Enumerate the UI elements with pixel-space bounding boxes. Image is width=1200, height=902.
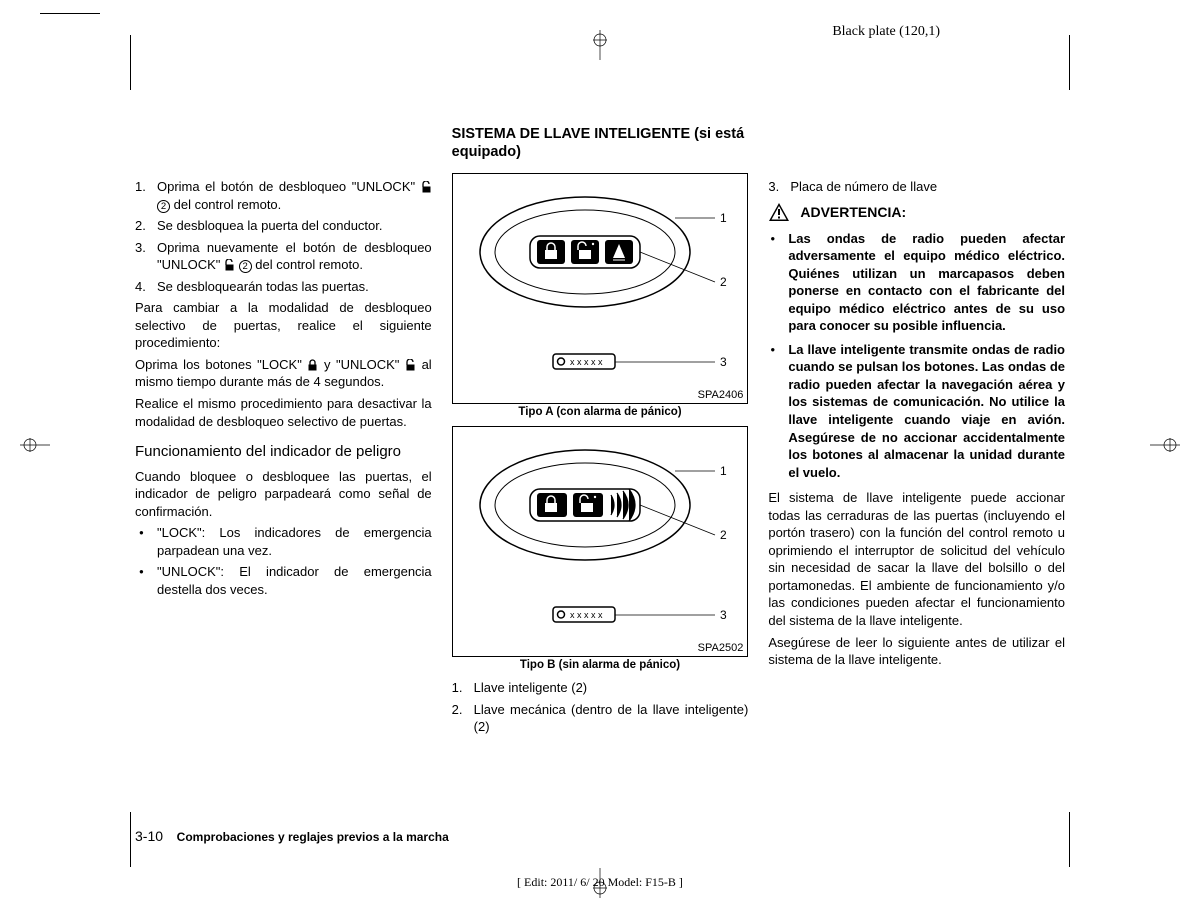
column-center: SISTEMA DE LLAVE INTELIGENTE (si está eq… bbox=[452, 125, 749, 825]
unlock-icon bbox=[224, 259, 235, 271]
crop-mark bbox=[130, 35, 131, 90]
page-number: 3-10 bbox=[135, 828, 163, 844]
lock-icon bbox=[307, 359, 318, 371]
figure-b: x x x x x 1 2 3 SPA2502 bbox=[452, 426, 749, 657]
list-item: 2. Se desbloquea la puerta del conductor… bbox=[135, 217, 432, 235]
keyfob-type-b-icon: x x x x x 1 2 3 bbox=[465, 435, 735, 640]
column-right: 3.Placa de número de llave ADVERTENCIA: … bbox=[768, 125, 1065, 825]
column-left: 1. Oprima el botón de desbloqueo "UNLOCK… bbox=[135, 125, 432, 825]
circled-2-icon: 2 bbox=[239, 260, 252, 273]
paragraph: Para cambiar a la modalidad de desbloque… bbox=[135, 299, 432, 352]
svg-text:3: 3 bbox=[720, 608, 727, 622]
figure-code: SPA2502 bbox=[453, 642, 748, 656]
plate-label: Black plate (120,1) bbox=[832, 24, 940, 40]
keyfob-type-a-icon: x x x x x 1 2 3 bbox=[465, 182, 735, 387]
section-title: Comprobaciones y reglajes previos a la m… bbox=[177, 830, 449, 844]
figure-caption: Tipo A (con alarma de pánico) bbox=[452, 406, 749, 418]
list-item: ●La llave inteligente transmite ondas de… bbox=[768, 341, 1065, 481]
registration-mark-right bbox=[1150, 438, 1180, 452]
list-item: 4. Se desbloquearán todas las puertas. bbox=[135, 278, 432, 296]
paragraph: El sistema de llave inteligente puede ac… bbox=[768, 489, 1065, 629]
list-item: 1. Oprima el botón de desbloqueo "UNLOCK… bbox=[135, 178, 432, 213]
edit-info: [ Edit: 2011/ 6/ 20 Model: F15-B ] bbox=[0, 875, 1200, 890]
circled-2-icon: 2 bbox=[157, 200, 170, 213]
unlock-icon bbox=[405, 359, 416, 371]
page-content: 1. Oprima el botón de desbloqueo "UNLOCK… bbox=[135, 125, 1065, 825]
list-item: ●Las ondas de radio pueden afectar adver… bbox=[768, 230, 1065, 335]
registration-mark-top bbox=[593, 30, 607, 60]
list-item: ●"UNLOCK": El indicador de emergencia de… bbox=[135, 563, 432, 598]
hazard-list: ●"LOCK": Los indicadores de emergencia p… bbox=[135, 524, 432, 598]
unlock-icon bbox=[421, 181, 432, 193]
svg-text:x x x x x: x x x x x bbox=[570, 610, 603, 620]
section-heading: SISTEMA DE LLAVE INTELIGENTE (si está eq… bbox=[452, 125, 749, 161]
figure-caption: Tipo B (sin alarma de pánico) bbox=[452, 659, 749, 671]
warning-list: ●Las ondas de radio pueden afectar adver… bbox=[768, 230, 1065, 482]
figure-legend-cont: 3.Placa de número de llave bbox=[768, 178, 1065, 196]
crop-mark bbox=[130, 812, 131, 867]
list-item: 3.Placa de número de llave bbox=[768, 178, 1065, 196]
paragraph: Oprima los botones "LOCK" y "UNLOCK" al … bbox=[135, 356, 432, 391]
list-item: ●"LOCK": Los indicadores de emergencia p… bbox=[135, 524, 432, 559]
svg-text:2: 2 bbox=[720, 528, 727, 542]
warning-triangle-icon bbox=[768, 202, 790, 222]
crop-mark bbox=[40, 13, 100, 14]
registration-mark-left bbox=[20, 438, 50, 452]
subheading: Funcionamiento del indicador de peligro bbox=[135, 442, 432, 462]
svg-text:2: 2 bbox=[720, 275, 727, 289]
figure-a: x x x x x 1 2 3 SPA2406 bbox=[452, 173, 749, 404]
list-item: 2.Llave mecánica (dentro de la llave int… bbox=[452, 701, 749, 736]
svg-text:1: 1 bbox=[720, 464, 727, 478]
figure-legend: 1.Llave inteligente (2) 2.Llave mecánica… bbox=[452, 679, 749, 736]
crop-mark bbox=[1069, 35, 1070, 90]
page-footer: 3-10 Comprobaciones y reglajes previos a… bbox=[135, 828, 449, 844]
crop-mark bbox=[1069, 812, 1070, 867]
paragraph: Asegúrese de leer lo siguiente antes de … bbox=[768, 634, 1065, 669]
figure-code: SPA2406 bbox=[453, 389, 748, 403]
paragraph: Realice el mismo procedimiento para desa… bbox=[135, 395, 432, 430]
list-item: 1.Llave inteligente (2) bbox=[452, 679, 749, 697]
warning-heading: ADVERTENCIA: bbox=[768, 202, 1065, 222]
list-item: 3. Oprima nuevamente el botón de desbloq… bbox=[135, 239, 432, 274]
svg-text:1: 1 bbox=[720, 211, 727, 225]
unlock-steps: 1. Oprima el botón de desbloqueo "UNLOCK… bbox=[135, 178, 432, 295]
svg-text:3: 3 bbox=[720, 355, 727, 369]
svg-text:x x x x x: x x x x x bbox=[570, 357, 603, 367]
paragraph: Cuando bloquee o desbloquee las puertas,… bbox=[135, 468, 432, 521]
